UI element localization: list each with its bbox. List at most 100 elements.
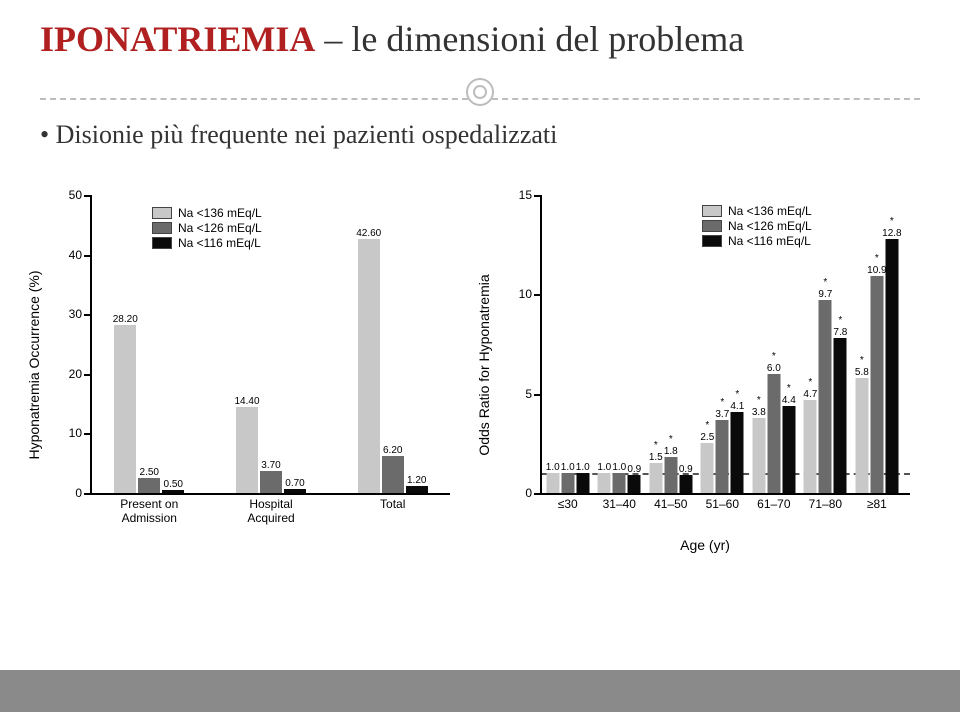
bar-value-label: 6.0 <box>767 363 781 374</box>
bar-value-label: 1.20 <box>407 475 426 486</box>
bar-value-label: 3.8 <box>752 407 766 418</box>
y-tick-label: 0 <box>75 486 92 500</box>
odds-ratio-chart: Odds Ratio for Hyponatremia 051015Na <13… <box>490 185 920 545</box>
right-plot-area: 051015Na <136 mEq/LNa <126 mEq/LNa <116 … <box>540 195 910 495</box>
significance-star: * <box>757 395 761 406</box>
legend-swatch <box>702 220 722 232</box>
bar-value-label: 2.5 <box>700 432 714 443</box>
bar-group: 1.01.01.0≤30 <box>546 473 589 493</box>
legend-item: Na <126 mEq/L <box>152 221 262 235</box>
bar-group: 5.8*10.9*12.8*≥81 <box>855 239 898 493</box>
bar: 3.7* <box>716 420 729 494</box>
bar-value-label: 10.9 <box>867 265 886 276</box>
bar-group: 28.202.500.50Present onAdmission <box>114 325 184 493</box>
x-category-label: 51–60 <box>706 493 739 511</box>
bar: 3.70 <box>260 471 282 493</box>
significance-star: * <box>735 389 739 400</box>
legend-label: Na <126 mEq/L <box>728 219 812 233</box>
bar-value-label: 0.50 <box>164 479 183 490</box>
significance-star: * <box>720 397 724 408</box>
x-category-label: 61–70 <box>757 493 790 511</box>
bar: 6.0* <box>767 374 780 493</box>
bar: 0.9 <box>679 475 692 493</box>
bar: 1.0 <box>598 473 611 493</box>
divider-ornament <box>466 78 494 106</box>
bar: 2.50 <box>138 478 160 493</box>
bar: 1.8* <box>664 457 677 493</box>
bar-value-label: 2.50 <box>140 467 159 478</box>
legend-swatch <box>702 205 722 217</box>
legend: Na <136 mEq/LNa <126 mEq/LNa <116 mEq/L <box>702 203 812 249</box>
bar-value-label: 12.8 <box>882 228 901 239</box>
legend-label: Na <116 mEq/L <box>728 234 811 248</box>
significance-star: * <box>669 434 673 445</box>
bar: 1.0 <box>613 473 626 493</box>
legend-item: Na <126 mEq/L <box>702 219 812 233</box>
bar-group: 4.7*9.7*7.8*71–80 <box>804 300 847 493</box>
legend-label: Na <126 mEq/L <box>178 221 262 235</box>
legend-swatch <box>702 235 722 247</box>
bar-value-label: 1.5 <box>649 452 663 463</box>
bar-value-label: 9.7 <box>818 289 832 300</box>
bar-group: 1.5*1.8*0.941–50 <box>649 457 692 493</box>
charts-row: Hyponatremia Occurrence (%) 01020304050N… <box>40 185 920 565</box>
legend-label: Na <136 mEq/L <box>178 206 262 220</box>
y-tick-label: 15 <box>519 188 542 202</box>
significance-star: * <box>860 355 864 366</box>
bar: 1.20 <box>406 486 428 493</box>
significance-star: * <box>875 253 879 264</box>
bar-value-label: 6.20 <box>383 445 402 456</box>
bar: 7.8* <box>834 338 847 493</box>
x-category-label: 71–80 <box>809 493 842 511</box>
left-plot-area: 01020304050Na <136 mEq/LNa <126 mEq/LNa … <box>90 195 450 495</box>
x-category-label: HospitalAcquired <box>247 493 294 525</box>
legend-label: Na <136 mEq/L <box>728 204 812 218</box>
occurrence-chart: Hyponatremia Occurrence (%) 01020304050N… <box>40 185 460 545</box>
bar-value-label: 3.7 <box>715 409 729 420</box>
title-rest: – le dimensioni del problema <box>315 19 744 59</box>
x-category-label: ≥81 <box>867 493 887 511</box>
bar-group: 42.606.201.20Total <box>358 239 428 493</box>
bar: 42.60 <box>358 239 380 493</box>
bar-group: 1.01.00.931–40 <box>598 473 641 493</box>
slide: IPONATRIEMIA – le dimensioni del problem… <box>0 0 960 712</box>
significance-star: * <box>808 377 812 388</box>
legend-swatch <box>152 222 172 234</box>
significance-star: * <box>823 277 827 288</box>
legend-label: Na <116 mEq/L <box>178 236 261 250</box>
y-tick-label: 50 <box>69 188 92 202</box>
bar: 28.20 <box>114 325 136 493</box>
bar-value-label: 0.70 <box>285 478 304 489</box>
significance-star: * <box>890 216 894 227</box>
bar-value-label: 1.0 <box>612 462 626 473</box>
bar: 10.9* <box>870 276 883 493</box>
bar: 4.1* <box>731 412 744 493</box>
bar-value-label: 28.20 <box>113 314 138 325</box>
bar-group: 2.5*3.7*4.1*51–60 <box>701 412 744 493</box>
bar: 4.4* <box>782 406 795 493</box>
bar: 3.8* <box>752 418 765 493</box>
legend: Na <136 mEq/LNa <126 mEq/LNa <116 mEq/L <box>152 205 262 251</box>
bar-value-label: 14.40 <box>234 396 259 407</box>
page-title: IPONATRIEMIA – le dimensioni del problem… <box>40 18 744 60</box>
bar: 5.8* <box>855 378 868 493</box>
y-tick-label: 0 <box>525 486 542 500</box>
bullet-text: • Disionie più frequente nei pazienti os… <box>40 120 557 150</box>
right-xlabel: Age (yr) <box>680 537 730 553</box>
x-category-label: Present onAdmission <box>120 493 178 525</box>
bar-value-label: 0.9 <box>627 464 641 475</box>
significance-star: * <box>772 351 776 362</box>
bar: 0.9 <box>628 475 641 493</box>
bar-value-label: 1.0 <box>576 462 590 473</box>
bar-value-label: 5.8 <box>855 367 869 378</box>
bar-value-label: 4.4 <box>782 395 796 406</box>
bar-value-label: 3.70 <box>261 460 280 471</box>
bar: 1.5* <box>649 463 662 493</box>
bar: 4.7* <box>804 400 817 493</box>
bar: 9.7* <box>819 300 832 493</box>
footer-bar <box>0 670 960 712</box>
x-category-label: 41–50 <box>654 493 687 511</box>
y-tick-label: 5 <box>525 387 542 401</box>
x-category-label: 31–40 <box>603 493 636 511</box>
y-tick-label: 10 <box>69 426 92 440</box>
